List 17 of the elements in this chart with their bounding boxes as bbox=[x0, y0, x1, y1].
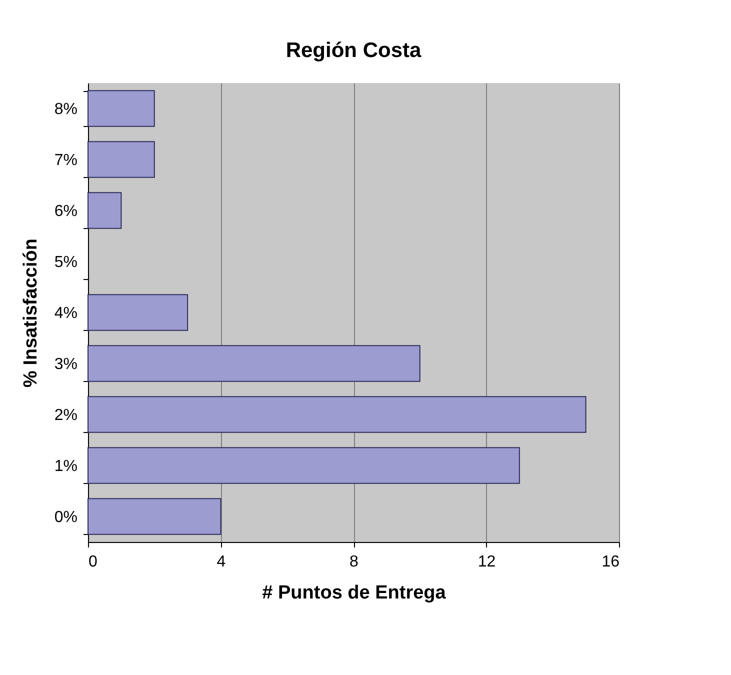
y-tick-label: 3% bbox=[54, 356, 78, 373]
x-tick-label: 8 bbox=[350, 554, 359, 570]
y-tick-label: 4% bbox=[54, 305, 78, 322]
y-tick-label: 2% bbox=[54, 407, 78, 424]
chart-title: Región Costa bbox=[286, 39, 422, 62]
x-tick-label: 4 bbox=[216, 554, 226, 570]
x-tick-label: 0 bbox=[88, 554, 98, 570]
y-tick-label: 6% bbox=[54, 203, 78, 220]
y-axis-title: % Insatisfacción bbox=[20, 238, 42, 388]
y-tick-label: 0% bbox=[54, 509, 78, 526]
y-tick-label: 5% bbox=[54, 254, 78, 271]
x-tick-label: 16 bbox=[602, 554, 620, 570]
y-tick-label: 1% bbox=[54, 458, 78, 475]
y-tick-label: 7% bbox=[54, 152, 78, 169]
x-axis-title: # Puntos de Entrega bbox=[262, 582, 446, 604]
y-tick-label: 8% bbox=[54, 101, 78, 118]
x-tick-label: 12 bbox=[478, 554, 496, 570]
